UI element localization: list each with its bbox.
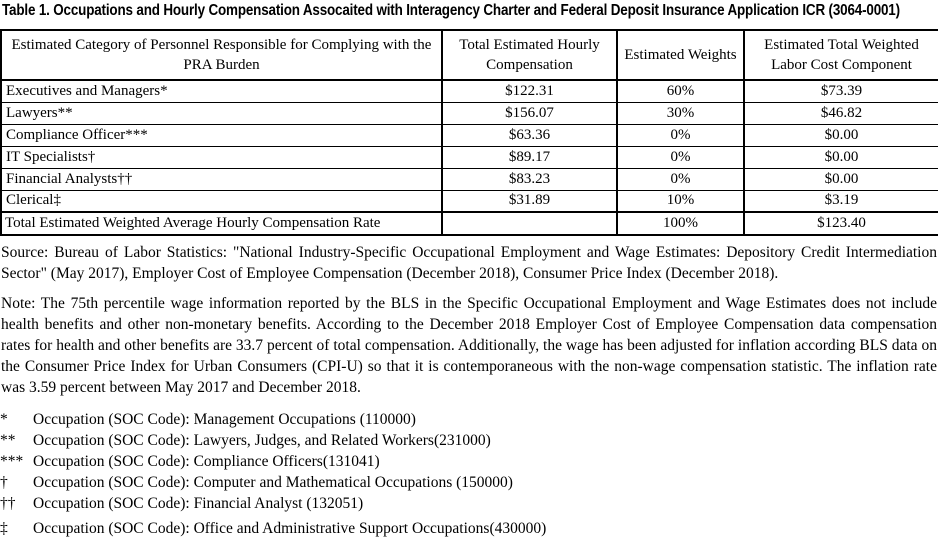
footnote-management: * Occupation (SOC Code): Management Occu… <box>0 409 938 430</box>
footnote-marker: * <box>0 411 8 428</box>
footnote-marker: † <box>0 474 8 491</box>
footnote-financial-analyst: †† Occupation (SOC Code): Financial Anal… <box>0 493 938 514</box>
column-header-hourly-compensation: Total Estimated Hourly Compensation <box>441 29 618 81</box>
footnote-lawyers: ** Occupation (SOC Code): Lawyers, Judge… <box>0 430 938 451</box>
source-paragraph: Source: Bureau of Labor Statistics: "Nat… <box>1 244 937 282</box>
weight-cell: 60% <box>616 79 745 103</box>
table-row-clerical: Clerical‡ $31.89 10% $3.19 <box>0 189 938 213</box>
total-weight-cell: 100% <box>616 211 745 236</box>
weighted-cell: $3.19 <box>743 189 938 213</box>
column-header-estimated-weights: Estimated Weights <box>616 29 745 81</box>
header-row: Estimated Category of Personnel Responsi… <box>0 29 938 81</box>
category-cell: Executives and Managers* <box>0 79 443 103</box>
weighted-cell: $73.39 <box>743 79 938 103</box>
footnote-marker: ‡ <box>0 520 8 537</box>
column-header-category: Estimated Category of Personnel Responsi… <box>0 29 443 81</box>
table-row-compliance-officer: Compliance Officer*** $63.36 0% $0.00 <box>0 123 938 147</box>
hourly-cell: $156.07 <box>441 101 618 125</box>
table-row-lawyers: Lawyers** $156.07 30% $46.82 <box>0 101 938 125</box>
weighted-cell: $0.00 <box>743 145 938 169</box>
total-hourly-cell <box>441 211 618 236</box>
table-row-it-specialists: IT Specialists† $89.17 0% $0.00 <box>0 145 938 169</box>
table-row-executives: Executives and Managers* $122.31 60% $73… <box>0 79 938 103</box>
weight-cell: 10% <box>616 189 745 213</box>
category-cell: Compliance Officer*** <box>0 123 443 147</box>
category-cell: Financial Analysts†† <box>0 167 443 191</box>
footnote-text: Occupation (SOC Code): Computer and Math… <box>33 474 513 491</box>
weight-cell: 30% <box>616 101 745 125</box>
footnote-computer-mathematical: † Occupation (SOC Code): Computer and Ma… <box>0 472 938 493</box>
category-cell: Clerical‡ <box>0 189 443 213</box>
weighted-cell: $46.82 <box>743 101 938 125</box>
weight-cell: 0% <box>616 145 745 169</box>
total-weighted-cell: $123.40 <box>743 211 938 236</box>
weighted-cell: $0.00 <box>743 123 938 147</box>
footnote-text: Occupation (SOC Code): Office and Admini… <box>33 520 547 537</box>
footnote-compliance-officers: *** Occupation (SOC Code): Compliance Of… <box>0 451 938 472</box>
total-label-cell: Total Estimated Weighted Average Hourly … <box>0 211 443 236</box>
table-header: Estimated Category of Personnel Responsi… <box>0 29 938 81</box>
footnote-text: Occupation (SOC Code): Compliance Office… <box>33 453 380 470</box>
note-paragraph: Note: The 75th percentile wage informati… <box>1 295 937 396</box>
footnote-marker: ** <box>0 432 16 449</box>
hourly-cell: $89.17 <box>441 145 618 169</box>
category-cell: Lawyers** <box>0 101 443 125</box>
page-title: Table 1. Occupations and Hourly Compensa… <box>2 2 900 19</box>
table-row-total: Total Estimated Weighted Average Hourly … <box>0 211 938 236</box>
weight-cell: 0% <box>616 123 745 147</box>
footnote-text: Occupation (SOC Code): Financial Analyst… <box>33 495 364 512</box>
footnotes-section: * Occupation (SOC Code): Management Occu… <box>0 409 938 539</box>
hourly-cell: $122.31 <box>441 79 618 103</box>
footnote-marker: *** <box>0 453 24 470</box>
hourly-cell: $83.23 <box>441 167 618 191</box>
hourly-cell: $31.89 <box>441 189 618 213</box>
footnote-text: Occupation (SOC Code): Lawyers, Judges, … <box>33 432 491 449</box>
category-cell: IT Specialists† <box>0 145 443 169</box>
footnote-office-admin-support: ‡ Occupation (SOC Code): Office and Admi… <box>0 518 938 539</box>
footnote-marker: †† <box>0 495 16 512</box>
column-header-weighted-labor-cost: Estimated Total Weighted Labor Cost Comp… <box>743 29 938 81</box>
hourly-cell: $63.36 <box>441 123 618 147</box>
table-row-financial-analysts: Financial Analysts†† $83.23 0% $0.00 <box>0 167 938 191</box>
weight-cell: 0% <box>616 167 745 191</box>
title-bar: Table 1. Occupations and Hourly Compensa… <box>0 0 938 24</box>
compensation-table: Estimated Category of Personnel Responsi… <box>0 29 938 236</box>
weighted-cell: $0.00 <box>743 167 938 191</box>
footnote-text: Occupation (SOC Code): Management Occupa… <box>33 411 416 428</box>
